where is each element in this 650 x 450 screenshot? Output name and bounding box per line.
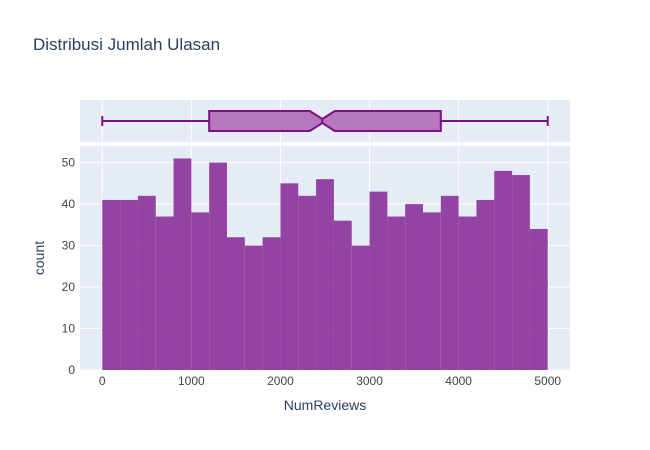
histogram-bar <box>423 212 441 370</box>
y-tick-label: 30 <box>62 239 76 253</box>
x-tick-label: 0 <box>99 374 106 388</box>
histogram-bar <box>351 245 370 370</box>
histogram-bar <box>262 237 281 370</box>
x-tick-label: 4000 <box>445 374 472 388</box>
histogram-bar <box>316 179 334 370</box>
histogram-bar <box>512 175 530 370</box>
histogram-bar <box>405 204 423 370</box>
interquartile-box <box>208 110 442 132</box>
chart-title: Distribusi Jumlah Ulasan <box>33 35 220 54</box>
x-tick-label: 5000 <box>534 374 561 388</box>
x-tick-label: 1000 <box>178 374 205 388</box>
x-tick-label: 2000 <box>267 374 294 388</box>
histogram-bar <box>120 199 138 370</box>
histogram-bar <box>458 216 477 370</box>
y-tick-label: 40 <box>62 197 76 211</box>
histogram-bar <box>137 195 156 370</box>
histogram-bar <box>529 228 548 370</box>
y-tick-label: 10 <box>62 322 76 336</box>
y-axis-label: count <box>31 241 47 275</box>
x-axis-label: NumReviews <box>284 397 366 413</box>
histogram-bar <box>369 191 388 370</box>
histogram-bars <box>102 158 548 370</box>
y-axis-ticks: 0 10 20 30 40 50 <box>62 156 76 377</box>
histogram-bar <box>280 183 299 370</box>
histogram-bar <box>333 220 352 370</box>
y-tick-label: 50 <box>62 156 76 170</box>
histogram-bar <box>227 237 245 370</box>
histogram-bar <box>155 216 174 370</box>
boxplot <box>101 110 549 132</box>
y-tick-label: 20 <box>62 280 76 294</box>
histogram-bar <box>191 212 210 370</box>
x-axis-ticks: 0 1000 2000 3000 4000 5000 <box>99 374 561 388</box>
y-tick-label: 0 <box>68 363 75 377</box>
histogram-bar <box>102 199 121 370</box>
histogram-bar <box>244 245 263 370</box>
histogram-bar <box>440 195 459 370</box>
histogram-bar <box>173 158 192 370</box>
histogram-bar <box>298 195 317 370</box>
x-tick-label: 3000 <box>356 374 383 388</box>
histogram-bar <box>476 199 495 370</box>
histogram-bar <box>494 170 513 370</box>
histogram-bar <box>387 216 406 370</box>
histogram-bar <box>209 162 227 370</box>
